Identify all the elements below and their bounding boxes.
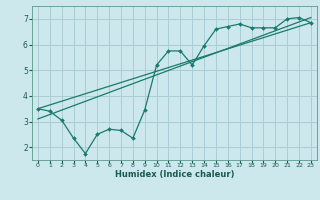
X-axis label: Humidex (Indice chaleur): Humidex (Indice chaleur) (115, 170, 234, 179)
